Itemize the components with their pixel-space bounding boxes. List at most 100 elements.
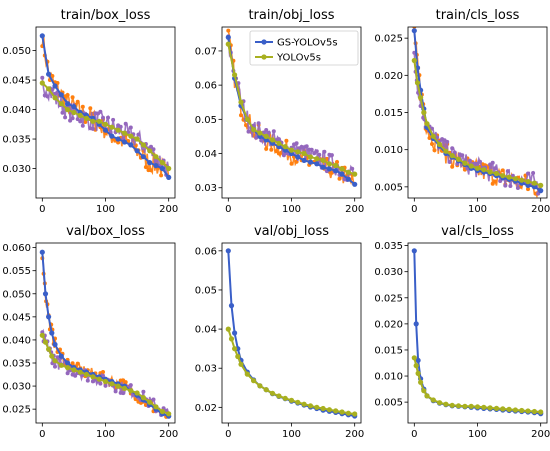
y-tick-label: 0.040 [2, 105, 31, 116]
data-point [411, 248, 417, 254]
noise-point [106, 115, 110, 120]
noise-point [256, 121, 261, 126]
noise-point [498, 179, 503, 183]
noise-point [85, 378, 90, 383]
legend-marker [261, 39, 267, 45]
noise-point [508, 184, 513, 188]
noise-point [63, 115, 68, 120]
data-point [462, 403, 468, 409]
data-point [531, 184, 538, 190]
y-tick-label: 0.04 [195, 149, 217, 160]
noise-point [269, 147, 274, 152]
noise-point [500, 168, 505, 173]
data-point [320, 405, 326, 412]
data-point [65, 107, 71, 113]
data-point [225, 41, 231, 47]
data-point [525, 179, 531, 185]
data-point [506, 406, 512, 412]
data-point [42, 339, 49, 345]
data-point [314, 156, 320, 162]
data-point [307, 159, 314, 165]
x-tick-label: 0 [411, 204, 417, 215]
data-point [257, 383, 263, 389]
noise-point [289, 161, 294, 166]
noise-point [149, 168, 153, 173]
axes-frame [35, 26, 176, 199]
data-point [455, 156, 462, 162]
data-point [102, 378, 109, 385]
x-tick-label: 200 [159, 429, 178, 440]
series-line [41, 252, 170, 418]
legend-box [249, 30, 359, 66]
noise-point [478, 159, 482, 164]
noise-point [70, 95, 75, 100]
noise-point [101, 373, 105, 378]
noise-point [432, 148, 437, 153]
x-tick-label: 100 [468, 429, 487, 440]
plot-area [411, 27, 544, 198]
data-point [251, 378, 257, 384]
noise-point [254, 135, 259, 140]
data-point [166, 165, 172, 172]
data-point [411, 355, 417, 361]
noise-point [493, 166, 498, 171]
data-point [481, 167, 487, 173]
noise-point [78, 119, 83, 124]
data-point [102, 121, 109, 127]
data-point [225, 326, 231, 332]
y-tick-label: 0.05 [195, 285, 217, 296]
data-point [474, 404, 481, 410]
noise-point [526, 171, 530, 176]
noise-point [493, 179, 498, 184]
data-point [531, 408, 538, 415]
data-point [46, 86, 52, 92]
data-point [52, 358, 58, 364]
data-point [153, 404, 159, 410]
x-tick-label: 200 [345, 429, 364, 440]
data-point [147, 160, 153, 166]
data-point [443, 401, 449, 407]
y-tick-label: 0.005 [374, 182, 403, 193]
data-point [140, 395, 146, 401]
noise-point [123, 380, 128, 385]
noise-point [264, 128, 269, 132]
noise-point [75, 99, 80, 104]
data-point [525, 408, 531, 414]
data-point [414, 80, 421, 86]
data-point [269, 390, 276, 396]
y-tick-label: 0.03 [195, 364, 217, 375]
data-point [147, 399, 153, 405]
noise-point [126, 139, 131, 143]
noise-point [226, 28, 231, 33]
noise-point [128, 125, 133, 130]
noise-point [317, 152, 322, 157]
noise-point [505, 169, 510, 174]
data-point [71, 109, 77, 116]
noise-point [75, 361, 80, 366]
plot-area [39, 33, 172, 180]
chart-title: train/box_loss [61, 8, 151, 23]
noise-point [123, 121, 128, 126]
y-tick-label: 0.010 [374, 372, 403, 383]
x-tick-label: 0 [411, 429, 417, 440]
y-tick-label: 0.045 [2, 312, 31, 323]
data-point [166, 411, 172, 417]
data-point [65, 360, 71, 366]
data-point [90, 374, 96, 380]
data-point [295, 154, 301, 160]
data-point [519, 407, 525, 414]
noise-point [503, 183, 508, 188]
data-point [46, 71, 52, 77]
chart-title: val/box_loss [66, 224, 145, 239]
data-point [46, 314, 52, 320]
x-tick-label: 100 [468, 204, 487, 215]
data-point [295, 149, 301, 155]
chart-panel: train/obj_loss 0 100 200 0.03 0.04 0.05 0.06 0.0… [195, 8, 364, 215]
data-point [228, 303, 235, 309]
y-tick-label: 0.04 [195, 325, 217, 336]
chart-title: train/cls_loss [436, 8, 520, 23]
noise-point [128, 383, 133, 388]
y-tick-label: 0.03 [195, 183, 217, 194]
y-tick-label: 0.060 [2, 243, 31, 254]
chart-panel: train/box_loss 0 100 200 0.030 0.035 0.040 0.04… [2, 8, 178, 215]
